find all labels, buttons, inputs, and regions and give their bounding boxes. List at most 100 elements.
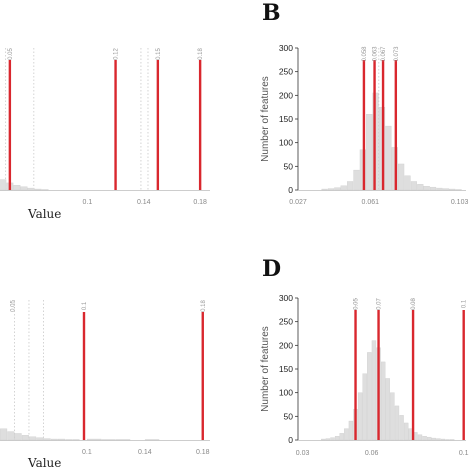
threshold-label: 0.1 bbox=[462, 299, 468, 308]
histogram-bar bbox=[362, 373, 367, 441]
y-tick-label: 300 bbox=[279, 43, 293, 53]
threshold-label: 0.1 bbox=[82, 301, 88, 310]
x-tick-label: 0.1 bbox=[82, 449, 92, 456]
histogram-bar bbox=[390, 392, 395, 441]
threshold-label: 0.08 bbox=[411, 298, 417, 310]
histogram-bar bbox=[385, 125, 392, 191]
histogram-bar bbox=[347, 181, 354, 191]
y-tick-label: 150 bbox=[279, 114, 293, 124]
y-tick-label: 50 bbox=[284, 411, 294, 421]
histogram-bar bbox=[321, 188, 328, 191]
histogram-bar bbox=[0, 179, 7, 191]
histogram-bar bbox=[380, 361, 386, 441]
histogram-bar bbox=[440, 438, 446, 441]
histogram-bar bbox=[321, 438, 326, 441]
x-tick-label: 0.18 bbox=[196, 449, 210, 456]
threshold-label: 0.073 bbox=[394, 46, 400, 62]
histogram-bar bbox=[436, 187, 443, 191]
y-tick-label: 250 bbox=[279, 67, 293, 77]
y-tick-label: 250 bbox=[279, 317, 293, 327]
threshold-label: 0.15 bbox=[156, 48, 162, 60]
y-tick-label: 0 bbox=[288, 185, 293, 195]
x-tick-label: 0.14 bbox=[137, 199, 151, 206]
threshold-label: 0.05 bbox=[354, 298, 360, 310]
histogram-bar bbox=[20, 186, 28, 191]
histogram-bar bbox=[86, 438, 102, 441]
x-tick-label: 0.06 bbox=[365, 450, 379, 457]
histogram-bar bbox=[334, 187, 341, 191]
threshold-label: 0.18 bbox=[198, 48, 204, 60]
histogram-bar bbox=[13, 185, 21, 191]
histogram-bar bbox=[398, 163, 405, 191]
threshold-label: 0.05 bbox=[8, 48, 14, 60]
histogram-bar bbox=[339, 433, 344, 441]
x-axis-title: Value bbox=[27, 456, 61, 470]
histogram-bar bbox=[426, 436, 432, 441]
panel-b: 0 50 100 150 200 250 300 Number of features 0.02… bbox=[260, 0, 468, 206]
histogram-bar bbox=[344, 428, 349, 441]
histogram-bar bbox=[21, 435, 29, 441]
histogram-bar bbox=[417, 184, 424, 191]
x-tick-label: 0.103 bbox=[451, 199, 469, 206]
histogram-bar bbox=[334, 436, 340, 441]
x-tick-label: 0.14 bbox=[138, 449, 152, 456]
histogram-bar bbox=[366, 114, 373, 191]
threshold-label: 0.18 bbox=[201, 300, 207, 312]
threshold-label: 0.07 bbox=[377, 298, 383, 310]
y-axis-title: Number of features bbox=[260, 76, 271, 162]
histogram-bar bbox=[29, 436, 37, 441]
histogram-bar bbox=[399, 415, 404, 441]
panel-d: 0 50 100 150 200 250 300 Number of features 0.03… bbox=[260, 256, 469, 457]
x-tick-label: 0.18 bbox=[193, 199, 207, 206]
x-axis-title: Value bbox=[27, 207, 61, 221]
histogram-bar bbox=[403, 422, 409, 441]
threshold-label: 0.058 bbox=[362, 46, 368, 62]
histogram-bar bbox=[417, 434, 423, 441]
histogram-bar bbox=[394, 405, 400, 441]
histogram-bar bbox=[325, 438, 331, 441]
x-tick-label: 0.061 bbox=[362, 199, 380, 206]
y-tick-label: 200 bbox=[279, 90, 293, 100]
histogram-bar bbox=[371, 340, 377, 441]
y-tick-label: 100 bbox=[279, 138, 293, 148]
histogram-bar bbox=[404, 175, 411, 191]
histogram-bar bbox=[385, 378, 390, 441]
threshold-label: 0.12 bbox=[114, 48, 120, 60]
histogram-bar bbox=[348, 420, 354, 441]
x-tick-label: 0.03 bbox=[296, 450, 310, 457]
histogram-bar bbox=[27, 187, 35, 191]
y-tick-label: 300 bbox=[279, 293, 293, 303]
panel-a: 0.1 0.14 0.18 0.05 0.12 0.15 0.18 Value bbox=[0, 48, 210, 221]
y-tick-label: 100 bbox=[279, 388, 293, 398]
x-tick-label: 0.1 bbox=[459, 450, 469, 457]
histogram-bar bbox=[36, 437, 44, 441]
panel-letter: D bbox=[262, 256, 281, 282]
x-tick-label: 0.1 bbox=[83, 199, 93, 206]
histogram-bar bbox=[50, 438, 58, 441]
threshold-label: 0.067 bbox=[381, 46, 387, 62]
y-tick-label: 0 bbox=[288, 435, 293, 445]
histogram-bar bbox=[436, 438, 441, 441]
y-tick-label: 50 bbox=[284, 161, 294, 171]
histogram-bar bbox=[14, 433, 22, 441]
x-tick-label: 0.027 bbox=[289, 199, 307, 206]
histogram-bar bbox=[442, 188, 449, 191]
histogram-bar bbox=[431, 437, 436, 441]
histogram-bar bbox=[429, 186, 437, 191]
histogram-bar bbox=[410, 181, 417, 191]
y-axis-title: Number of features bbox=[260, 326, 271, 412]
histogram-bar bbox=[353, 169, 360, 191]
histogram-bar bbox=[43, 438, 51, 441]
histogram-bar bbox=[357, 392, 363, 441]
y-tick-label: 150 bbox=[279, 364, 293, 374]
panel-letter: B bbox=[262, 0, 281, 26]
histogram-bar bbox=[330, 437, 335, 441]
histogram-bar bbox=[422, 436, 427, 441]
histogram-bar bbox=[423, 186, 430, 191]
histogram-bar bbox=[340, 185, 347, 191]
histogram-bar bbox=[367, 352, 372, 441]
y-tick-label: 200 bbox=[279, 340, 293, 350]
histogram-bar bbox=[449, 188, 456, 191]
histogram-bar bbox=[34, 188, 42, 191]
